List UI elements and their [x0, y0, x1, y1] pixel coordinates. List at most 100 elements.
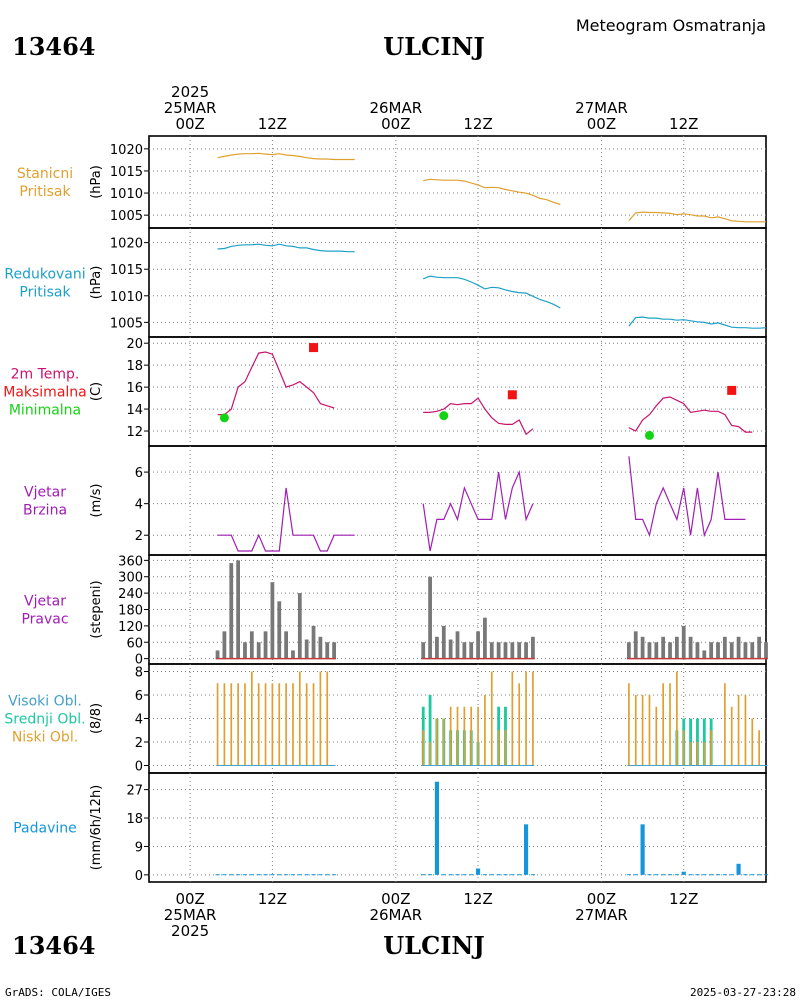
cloud-low-bar	[662, 683, 665, 766]
direction-bar	[325, 642, 330, 659]
direction-bar	[215, 650, 220, 659]
top-time-label: 00Z	[175, 115, 204, 133]
direction-bar	[455, 631, 460, 659]
precip-bar	[222, 874, 227, 876]
precip-bar	[715, 874, 721, 876]
bottom-time-label: 27MAR	[575, 906, 628, 924]
y-tick-label: 60	[126, 636, 143, 651]
precip-bar	[448, 874, 453, 876]
panel-title: Padavine	[13, 821, 77, 837]
series-line	[628, 396, 753, 433]
top-time-label: 2025	[171, 83, 209, 101]
top-time-label: 25MAR	[164, 99, 217, 117]
cloud-low-bar	[244, 683, 246, 766]
cloud-low-bar	[250, 671, 253, 766]
bottom-time-label: 26MAR	[369, 906, 422, 924]
cloud-low-bar	[737, 695, 740, 766]
meteogram-panels: 1005101010151020(hPa)StanicniPritisak100…	[3, 135, 769, 884]
y-tick-label: 12	[126, 425, 143, 440]
y-tick-label: 27	[126, 784, 143, 799]
cloud-low-bar	[436, 718, 438, 766]
y-tick-label: 18	[126, 359, 143, 374]
max-temp-marker	[309, 343, 319, 353]
cloud-low-bar	[710, 730, 713, 766]
y-tick-label: 6	[135, 466, 143, 481]
cloud-low-bar	[463, 706, 466, 766]
y-tick-label: 4	[135, 498, 143, 513]
y-axis-label: (hPa)	[89, 165, 104, 199]
direction-bar	[291, 650, 295, 659]
bottom-time-label: 12Z	[669, 890, 698, 908]
precip-bar	[256, 874, 261, 876]
precip-bar	[654, 874, 659, 876]
direction-bar	[524, 642, 528, 659]
panel-padavine: 0 9 18 27 (mm/6h/12h) Padavine	[13, 772, 769, 884]
precip-bar	[332, 874, 337, 876]
y-tick-label: 1010	[110, 290, 143, 305]
cloud-low-bar	[689, 741, 692, 766]
precip-bar	[626, 874, 631, 876]
direction-bar	[681, 625, 686, 659]
cloud-low-bar	[641, 695, 644, 766]
cloud-low-bar	[669, 683, 671, 766]
precip-bar	[709, 874, 714, 876]
series-line	[423, 178, 561, 206]
cloud-mid-bar	[428, 695, 432, 766]
cloud-low-bar	[648, 695, 651, 766]
panel-title: Brzina	[23, 503, 67, 519]
y-tick-label: 0	[135, 759, 143, 774]
direction-bar	[688, 636, 693, 659]
y-tick-label: 8	[135, 666, 143, 681]
top-time-label: 12Z	[258, 115, 287, 133]
y-axis-label: (hPa)	[89, 266, 104, 300]
cloud-low-bar	[237, 683, 239, 766]
direction-bar	[229, 563, 234, 659]
direction-bar	[716, 642, 720, 659]
direction-bar	[668, 642, 672, 659]
direction-bar	[743, 642, 748, 659]
cloud-low-bar	[319, 671, 322, 766]
precip-bar	[729, 874, 734, 876]
precip-bar	[434, 781, 440, 875]
bottom-time-label: 12Z	[463, 890, 492, 908]
direction-bar	[311, 625, 316, 659]
direction-bar	[702, 650, 707, 659]
min-temp-marker	[439, 411, 449, 421]
product-title: Meteogram Osmatranja	[576, 16, 766, 35]
direction-bar	[674, 636, 679, 659]
cloud-low-bar	[257, 683, 260, 766]
y-tick-label: 6	[135, 689, 143, 704]
cloud-low-bar	[292, 683, 294, 766]
precip-bar	[236, 874, 241, 876]
direction-bar	[318, 636, 323, 659]
y-axis-label: (8/8)	[89, 703, 104, 734]
station-id-bottom: 13464	[12, 931, 96, 960]
cloud-low-bar	[758, 730, 760, 766]
cloud-low-bar	[264, 683, 267, 766]
bottom-time-label: 12Z	[258, 890, 287, 908]
top-time-label: 00Z	[587, 115, 616, 133]
cloud-low-bar	[634, 695, 637, 766]
precip-bar	[304, 874, 309, 876]
precip-bar	[455, 874, 460, 876]
cloud-low-bar	[751, 718, 754, 766]
station-name-top: ULCINJ	[383, 32, 484, 61]
y-tick-label: 360	[118, 554, 143, 569]
bottom-time-label: 00Z	[587, 890, 616, 908]
panel-frame	[148, 772, 767, 883]
precip-bar	[428, 874, 433, 876]
precip-bar	[503, 874, 508, 876]
cloud-low-bar	[497, 730, 500, 766]
direction-bar	[647, 642, 652, 659]
direction-bar	[462, 642, 467, 659]
precip-bar	[667, 874, 673, 876]
bottom-time-label: 00Z	[175, 890, 204, 908]
y-tick-label: 2	[135, 736, 143, 751]
precip-bar	[263, 874, 268, 876]
precip-bar	[688, 874, 693, 876]
bottom-time-label: 25MAR	[164, 906, 217, 924]
station-name-bottom: ULCINJ	[383, 931, 484, 960]
cloud-low-bar	[223, 683, 226, 766]
